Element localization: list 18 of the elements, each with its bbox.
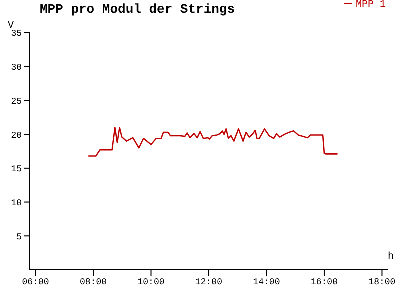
y-tick-label: 30	[11, 63, 22, 74]
x-tick-label: 14:00	[253, 277, 280, 288]
line-series	[88, 127, 338, 157]
x-tick-label: 12:00	[195, 277, 223, 288]
x-tick-label: 06:00	[22, 277, 50, 288]
chart-title: MPP pro Modul der Strings	[40, 2, 236, 17]
y-tick-label: 5	[16, 232, 22, 242]
y-tick-label: 20	[11, 130, 22, 141]
x-tick-label: 10:00	[138, 277, 165, 288]
x-tick-label: 08:00	[80, 277, 108, 288]
y-tick-label: 10	[11, 198, 22, 208]
x-tick-label: 16:00	[310, 277, 338, 288]
y-tick-label: 25	[11, 96, 22, 107]
y-tick-label: 35	[11, 29, 22, 40]
x-axis-title: h	[388, 251, 394, 264]
x-tick-label: 18:00	[368, 277, 396, 288]
y-tick-label: 15	[11, 164, 22, 175]
legend-label: MPP 1	[356, 0, 386, 11]
